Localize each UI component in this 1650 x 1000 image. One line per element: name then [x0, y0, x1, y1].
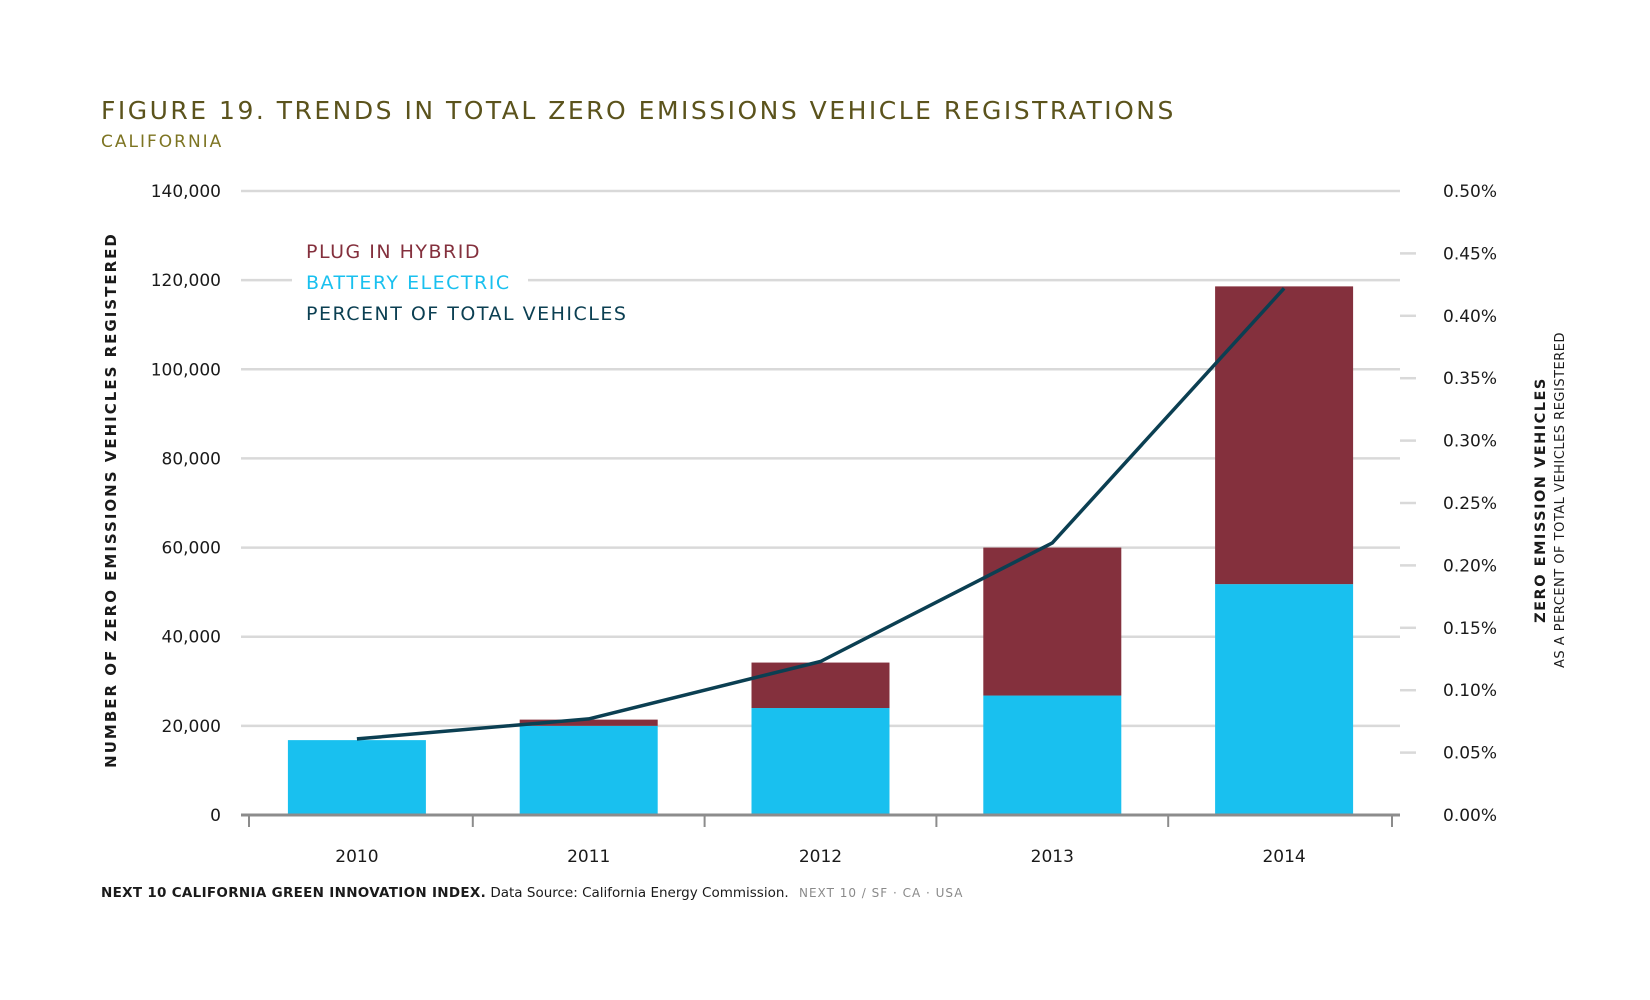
y2-tick-label: 0.00%	[1443, 806, 1497, 826]
bar-plug-in-hybrid	[751, 662, 890, 709]
percent-line-group	[356, 287, 1286, 741]
bar-battery-electric	[519, 725, 658, 815]
bar-battery-electric	[983, 695, 1122, 815]
y2-tick-label: 0.30%	[1443, 432, 1497, 452]
y2-tick-label: 0.15%	[1443, 619, 1497, 639]
y-tick-label: 60,000	[162, 539, 221, 559]
y2-axis-label-line1: ZERO EMISSION VEHICLES	[1533, 377, 1549, 623]
y-tick-label: 80,000	[162, 449, 221, 469]
bar-plug-in-hybrid	[1215, 286, 1354, 585]
legend: PLUG IN HYBRID BATTERY ELECTRIC PERCENT OF…	[292, 241, 627, 325]
bars	[287, 286, 1354, 815]
x-tick-label: 2010	[335, 847, 378, 867]
y2-tick-label: 0.10%	[1443, 681, 1497, 701]
x-tick-label: 2012	[799, 847, 842, 867]
y-tick-label: 120,000	[151, 271, 221, 291]
y-tick-label: 100,000	[151, 360, 221, 380]
footer: NEXT 10 CALIFORNIA GREEN INNOVATION INDE…	[101, 885, 963, 901]
y2-tick-label: 0.20%	[1443, 556, 1497, 576]
y2-tick-label: 0.25%	[1443, 494, 1497, 514]
y-axis-label: NUMBER OF ZERO EMISSIONS VEHICLES REGIST…	[102, 232, 120, 768]
footer-source-text: Data Source: California Energy Commissio…	[490, 885, 789, 901]
y-tick-label: 140,000	[151, 182, 221, 202]
tick-labels: 0 20,000 40,000 60,000 80,000 100,000 120,000 1…	[151, 182, 1497, 867]
legend-plug-in-hybrid: PLUG IN HYBRID	[306, 241, 481, 263]
axes	[241, 813, 1400, 827]
y2-tick-label: 0.50%	[1443, 182, 1497, 202]
y-tick-label: 40,000	[162, 628, 221, 648]
chart-title: FIGURE 19. TRENDS IN TOTAL ZERO EMISSION…	[101, 96, 1176, 125]
x-tick-label: 2013	[1031, 847, 1074, 867]
y2-tick-label: 0.05%	[1443, 744, 1497, 764]
footer-brand: NEXT 10 / SF · CA · USA	[799, 886, 964, 900]
y-tick-label: 0	[210, 806, 221, 826]
x-tick-label: 2014	[1262, 847, 1305, 867]
bar-plug-in-hybrid	[983, 547, 1122, 696]
y2-tick-label: 0.45%	[1443, 244, 1497, 264]
bar-battery-electric	[287, 740, 426, 815]
bar-plug-in-hybrid	[519, 719, 658, 726]
footer-source-bold: NEXT 10 CALIFORNIA GREEN INNOVATION INDE…	[101, 885, 487, 901]
x-tick-label: 2011	[567, 847, 610, 867]
y2-tick-label: 0.35%	[1443, 369, 1497, 389]
y2-tick-label: 0.40%	[1443, 307, 1497, 327]
bar-battery-electric	[751, 708, 890, 815]
bar-battery-electric	[1215, 584, 1354, 815]
legend-battery-electric: BATTERY ELECTRIC	[306, 272, 511, 294]
percent-line	[356, 287, 1286, 741]
legend-background	[292, 268, 528, 298]
y2-axis-label-line2: AS A PERCENT OF TOTAL VEHICLES REGISTERE…	[1553, 332, 1568, 668]
chart-subtitle: CALIFORNIA	[101, 132, 224, 152]
legend-percent-total: PERCENT OF TOTAL VEHICLES	[306, 303, 627, 325]
y-tick-label: 20,000	[162, 717, 221, 737]
